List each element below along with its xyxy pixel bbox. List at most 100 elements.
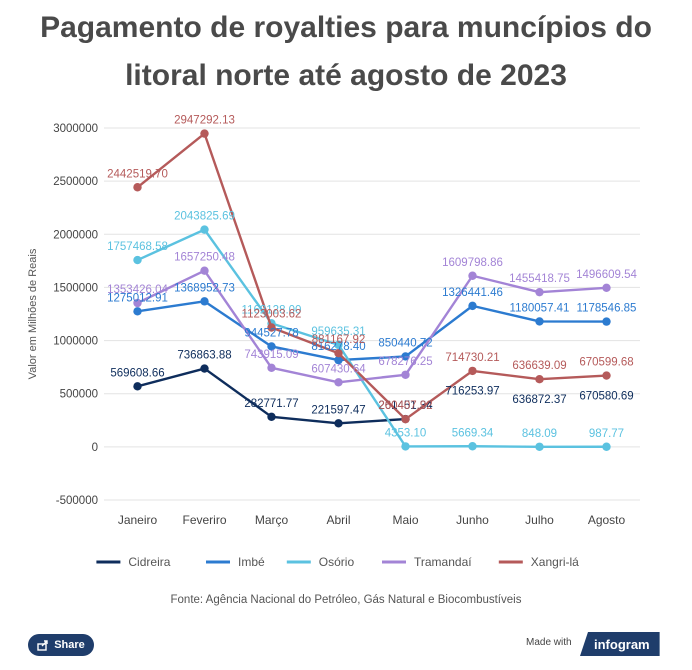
data-point <box>267 363 276 372</box>
data-point <box>602 317 611 326</box>
data-label: 1275012.91 <box>107 292 168 304</box>
data-point <box>200 225 209 234</box>
data-point <box>334 349 343 358</box>
data-label: 569608.66 <box>110 367 164 379</box>
data-label: 1496609.54 <box>576 269 637 281</box>
x-tick-label: Julho <box>525 513 554 527</box>
y-tick-label: 0 <box>92 442 98 454</box>
data-point <box>602 371 611 380</box>
data-label: 1123003.62 <box>242 308 302 320</box>
data-point <box>267 342 276 351</box>
data-point <box>200 266 209 275</box>
data-point <box>535 317 544 326</box>
data-point <box>535 287 544 297</box>
source-note: Fonte: Agência Nacional do Petróleo, Gás… <box>170 594 522 606</box>
data-point <box>200 297 209 306</box>
x-tick-label: Março <box>255 513 289 527</box>
data-point <box>133 298 142 308</box>
data-point <box>535 442 544 451</box>
data-point <box>267 323 276 332</box>
data-label: 607430.64 <box>311 363 366 375</box>
data-point <box>334 340 343 350</box>
legend-label: Osório <box>319 555 355 569</box>
series-line <box>136 269 607 384</box>
data-point <box>133 255 142 265</box>
data-label: 670599.68 <box>579 357 633 369</box>
data-point <box>200 364 209 373</box>
line-chart: 3000000 2500000 2000000 1500000 1000000 50000… <box>27 115 640 569</box>
data-label: 260407.92 <box>378 400 432 412</box>
y-axis-title: Valor em Milhões de Reais <box>27 248 39 379</box>
data-label: 816278.40 <box>311 341 365 353</box>
data-label: 736863.88 <box>177 350 231 362</box>
x-tick-label: Janeiro <box>118 513 158 527</box>
data-label: 944527.78 <box>244 327 298 339</box>
data-label: 1657250.48 <box>174 252 235 264</box>
data-label: 678276.25 <box>378 356 432 368</box>
x-tick-label: Junho <box>456 513 489 527</box>
data-label: 4353.10 <box>385 427 427 439</box>
data-point <box>602 283 611 292</box>
data-point <box>401 442 410 451</box>
y-tick-label: 500000 <box>60 389 98 401</box>
data-point <box>468 271 477 280</box>
data-label: 743915.09 <box>244 349 298 361</box>
share-button[interactable]: Share <box>28 634 94 656</box>
y-tick-label: 3000000 <box>53 123 98 135</box>
legend-label: Xangri-lá <box>531 555 579 569</box>
data-point <box>133 382 142 391</box>
y-tick-label: -500000 <box>56 495 98 507</box>
data-point <box>334 378 343 387</box>
data-label: 1178546.85 <box>577 303 637 315</box>
data-label: 716253.97 <box>445 386 499 398</box>
data-point <box>468 442 477 451</box>
legend-label: Cidreira <box>128 555 170 569</box>
data-label: 636639.09 <box>512 360 566 372</box>
data-point <box>468 301 477 311</box>
data-label: 636872.37 <box>512 394 566 406</box>
data-label: 850440.72 <box>378 337 432 349</box>
data-label: 1455418.75 <box>509 273 570 285</box>
x-tick-label: Abril <box>326 513 350 527</box>
data-label: 261451.34 <box>378 400 433 412</box>
data-label: 221597.47 <box>311 404 365 416</box>
made-with-text: Made with <box>526 637 572 648</box>
data-point <box>401 370 410 379</box>
data-point <box>401 414 410 424</box>
data-point <box>267 412 276 422</box>
legend-label: Imbé <box>238 555 265 569</box>
data-label: 848.09 <box>522 428 557 440</box>
x-tick-label: Maio <box>392 513 418 527</box>
data-label: 881167.92 <box>312 334 366 346</box>
series-line <box>137 228 607 448</box>
data-label: 282771.77 <box>244 398 298 410</box>
y-tick-label: 2000000 <box>53 229 98 241</box>
series-line <box>137 300 607 362</box>
data-label: 1180057.41 <box>510 302 570 314</box>
infogram-logo[interactable]: infogram <box>580 632 660 656</box>
share-icon <box>37 640 48 651</box>
data-point <box>200 129 209 138</box>
legend-label: Tramandaí <box>414 555 472 569</box>
y-tick-label: 1000000 <box>53 336 98 348</box>
data-point <box>133 183 142 192</box>
data-point <box>535 374 544 384</box>
share-label: Share <box>54 639 85 651</box>
data-label: 5669.34 <box>452 427 494 439</box>
data-label: 2442519.70 <box>107 168 168 180</box>
x-tick-label: Feveriro <box>182 513 226 527</box>
data-label: 2947292.13 <box>174 115 235 127</box>
data-point <box>334 355 343 365</box>
data-label: 2043825.69 <box>174 211 235 223</box>
data-label: 714730.21 <box>445 352 499 364</box>
chart-title: Pagamento de royalties para muncípios do… <box>40 11 652 92</box>
data-label: 987.77 <box>589 428 624 440</box>
y-tick-label: 2500000 <box>53 176 98 188</box>
data-label: 1353426.04 <box>107 284 168 296</box>
data-point <box>602 442 611 451</box>
data-label: 670580.69 <box>579 391 633 403</box>
data-label: 1757468.58 <box>107 241 168 253</box>
data-label: 1609798.86 <box>442 257 503 269</box>
data-label: 1326441.46 <box>442 287 503 299</box>
data-point <box>334 419 343 428</box>
